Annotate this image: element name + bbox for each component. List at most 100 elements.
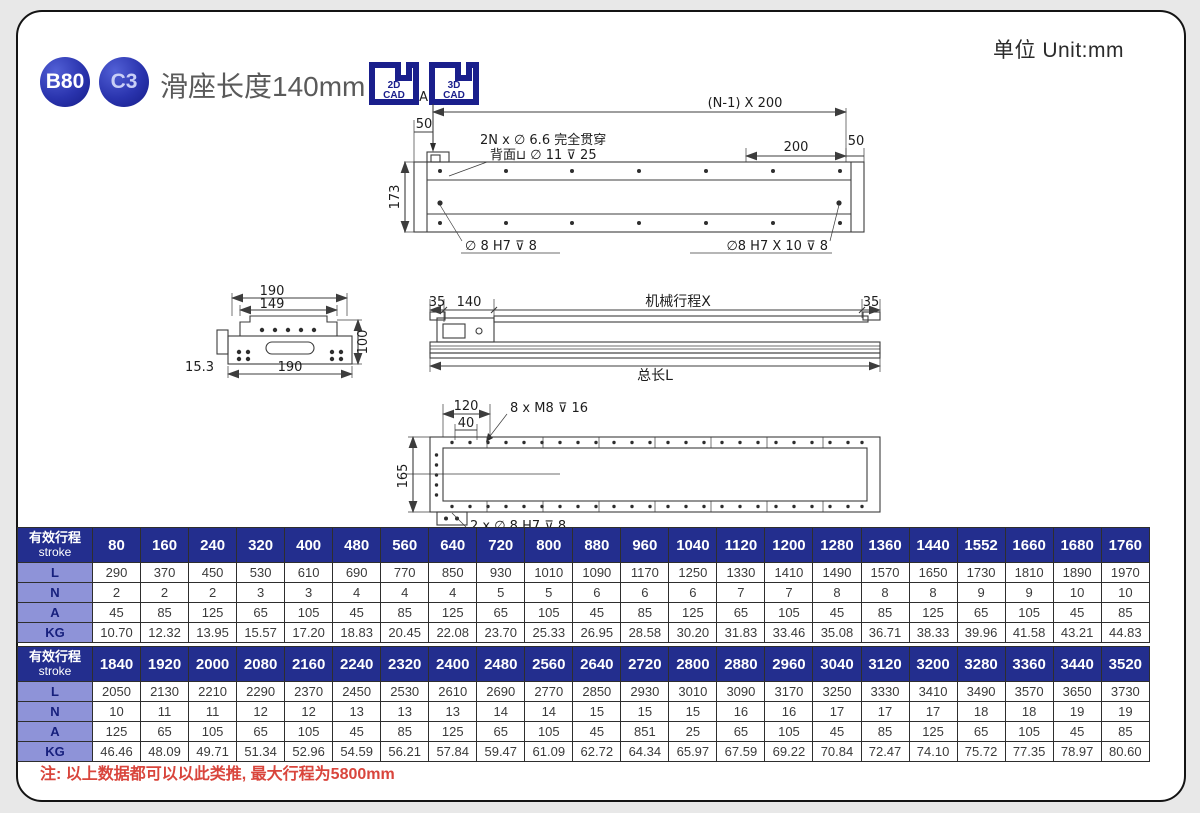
data-cell: 17.20 (284, 622, 334, 643)
stroke-value-cell: 1360 (860, 527, 910, 563)
data-cell: 72.47 (860, 741, 910, 762)
data-cell: 10 (1052, 582, 1102, 603)
data-cell: 3730 (1100, 681, 1151, 702)
data-cell: 65 (956, 602, 1006, 623)
stroke-value-cell: 160 (140, 527, 190, 563)
data-cell: 17 (860, 701, 910, 722)
data-cell: 850 (428, 562, 478, 583)
data-cell: 43.21 (1052, 622, 1102, 643)
data-cell: 16 (764, 701, 814, 722)
data-cell: 45 (91, 602, 142, 623)
floppy-disk-icon (369, 62, 419, 105)
data-cell: 125 (428, 721, 478, 742)
data-cell: 57.84 (428, 741, 478, 762)
slider-length-subtitle: 滑座长度140mm (160, 71, 366, 102)
data-cell: 65 (140, 721, 190, 742)
data-cell: 125 (908, 602, 958, 623)
dim-a-label: A (419, 90, 428, 105)
row-label-n: N (17, 582, 93, 603)
data-cell: 17 (812, 701, 862, 722)
data-cell: 10 (1100, 582, 1151, 603)
data-cell: 6 (572, 582, 622, 603)
stroke-value-cell: 240 (188, 527, 238, 563)
hole-note-line1: 2N x ∅ 6.6 完全贯穿 (480, 132, 606, 148)
stroke-value-cell: 1660 (1004, 527, 1054, 563)
data-cell: 15 (572, 701, 622, 722)
stroke-value-cell: 2640 (572, 646, 622, 682)
data-cell: 4 (332, 582, 382, 603)
data-cell: 18 (956, 701, 1006, 722)
data-cell: 65 (716, 602, 766, 623)
data-cell: 20.45 (380, 622, 430, 643)
data-cell: 26.95 (572, 622, 622, 643)
dim-200: 200 (784, 140, 809, 155)
cad-2d-button[interactable]: 2D CAD (368, 56, 420, 106)
stroke-header-cn: 有效行程 (28, 529, 81, 545)
data-cell: 13 (380, 701, 430, 722)
data-cell: 11 (140, 701, 190, 722)
data-cell: 64.34 (620, 741, 670, 762)
data-cell: 74.10 (908, 741, 958, 762)
data-cell: 3 (284, 582, 334, 603)
row-label-l: L (17, 681, 93, 702)
stroke-value-cell: 2320 (380, 646, 430, 682)
unit-label: 单位 Unit:mm (993, 39, 1124, 62)
data-cell: 13 (332, 701, 382, 722)
data-cell: 25 (668, 721, 718, 742)
data-cell: 17 (908, 701, 958, 722)
data-cell: 85 (1100, 602, 1151, 623)
m8-thread-note: 8 x M8 ⊽ 16 (510, 401, 588, 416)
stroke-value-cell: 640 (428, 527, 478, 563)
side-view: 35 140 机械行程X 35 总长L (429, 294, 882, 384)
data-cell: 45 (572, 602, 622, 623)
data-cell: 7 (716, 582, 766, 603)
stroke-value-cell: 480 (332, 527, 382, 563)
stroke-value-cell: 2480 (476, 646, 526, 682)
data-cell: 105 (764, 721, 814, 742)
data-cell: 59.47 (476, 741, 526, 762)
data-cell: 22.08 (428, 622, 478, 643)
total-length-label: 总长L (637, 368, 673, 384)
data-cell: 78.97 (1052, 741, 1102, 762)
data-cell: 105 (1004, 721, 1054, 742)
stroke-value-cell: 2400 (428, 646, 478, 682)
data-cell: 12 (284, 701, 334, 722)
stroke-value-cell: 960 (620, 527, 670, 563)
stroke-value-cell: 1040 (668, 527, 718, 563)
stroke-value-cell: 3520 (1100, 646, 1151, 682)
dowel-callout-left: ∅ 8 H7 ⊽ 8 (465, 239, 537, 254)
stroke-value-cell: 1920 (140, 646, 190, 682)
data-cell: 10.70 (91, 622, 142, 643)
data-cell: 105 (284, 602, 334, 623)
data-cell: 61.09 (524, 741, 574, 762)
table-row-a: A 125 65 105 65 105 45 85 125 65 105 45 851 25 65 105 45… (17, 721, 1151, 742)
data-cell: 2210 (188, 681, 238, 702)
data-cell: 770 (380, 562, 430, 583)
data-cell: 54.59 (332, 741, 382, 762)
table-row-a: A 45 85 125 65 105 45 85 125 65 105 45 85 125 65 105 45 8… (17, 602, 1151, 623)
data-cell: 45 (812, 602, 862, 623)
data-cell: 290 (91, 562, 142, 583)
data-cell: 2 (188, 582, 238, 603)
data-cell: 1410 (764, 562, 814, 583)
stroke-value-cell: 1760 (1100, 527, 1151, 563)
data-cell: 85 (860, 721, 910, 742)
floppy-disk-icon (429, 62, 479, 105)
stroke-table-2: 有效行程 stroke 1840 1920 2000 2080 2160 2240 2320 24… (17, 646, 1151, 762)
data-cell: 69.22 (764, 741, 814, 762)
cad-2d-label-top: 2D (388, 80, 401, 91)
stroke-value-cell: 2240 (332, 646, 382, 682)
dim-span-label: (N-1) X 200 (708, 96, 783, 111)
stroke-value-cell: 320 (236, 527, 286, 563)
row-label-n: N (17, 701, 93, 722)
data-cell: 85 (1100, 721, 1151, 742)
data-cell: 2850 (572, 681, 622, 702)
data-cell: 8 (908, 582, 958, 603)
data-cell: 19 (1052, 701, 1102, 722)
data-cell: 1490 (812, 562, 862, 583)
data-cell: 16 (716, 701, 766, 722)
data-cell: 3170 (764, 681, 814, 702)
stroke-value-cell: 1200 (764, 527, 814, 563)
cad-3d-button[interactable]: 3D CAD (428, 56, 480, 106)
data-cell: 6 (668, 582, 718, 603)
